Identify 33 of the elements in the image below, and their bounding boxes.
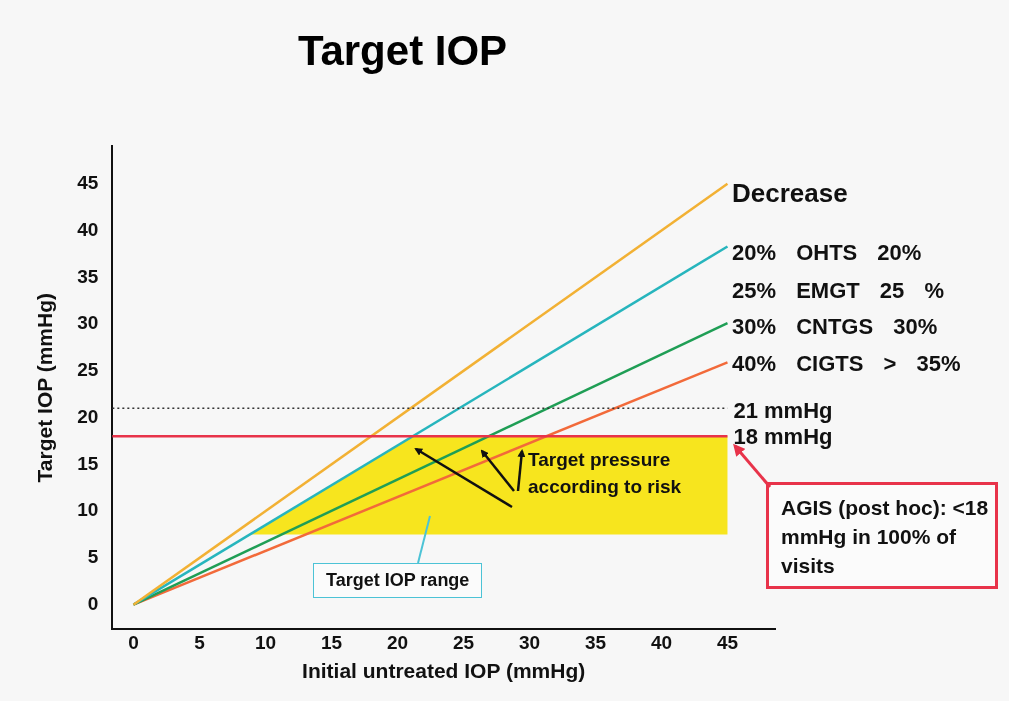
y-tick-label: 35 (77, 265, 99, 287)
y-tick-label: 30 (77, 312, 99, 334)
x-tick-label: 35 (584, 631, 607, 653)
y-axis-title: Target IOP (mmHg) (33, 292, 57, 483)
y-tick-label: 25 (77, 359, 99, 381)
y-tick-label: 40 (77, 218, 99, 240)
x-tick-label: 20 (386, 631, 409, 653)
x-tick-label: 30 (518, 631, 541, 653)
x-tick-label: 0 (128, 631, 139, 653)
y-tick-label: 45 (77, 172, 99, 194)
y-tick-label: 20 (77, 405, 99, 427)
annotation: 20% OHTS 20% (732, 240, 922, 266)
y-tick-label: 0 (87, 592, 99, 614)
annotation: Decrease (732, 178, 848, 209)
y-tick-label: 5 (87, 546, 99, 568)
x-tick-label: 45 (716, 631, 739, 653)
x-axis-title: Initial untreated IOP (mmHg) (302, 659, 586, 683)
x-tick-label: 15 (320, 631, 343, 653)
x-tick-label: 25 (452, 631, 475, 653)
y-tick-label: 10 (77, 499, 99, 521)
band-label: Target IOP range (313, 563, 483, 598)
ref-line-label: 21 mmHg (733, 398, 833, 424)
x-tick-label: 5 (194, 631, 206, 653)
y-tick-label: 15 (77, 452, 99, 474)
x-tick-label: 10 (254, 631, 277, 653)
annotation: 30% CNTGS 30% (732, 314, 938, 340)
x-tick-label: 40 (650, 631, 673, 653)
ref-line-label: 18 mmHg (733, 424, 833, 450)
chart-title: Target IOP (297, 26, 508, 74)
annotation: 25% EMGT 25 % (732, 278, 944, 304)
annotation: 40% CIGTS > 35% (732, 351, 961, 377)
annotation: Target pressure according to risk (528, 448, 683, 499)
text: AGIS (post hoc): <18 mmHg in 100% of visits (766, 482, 998, 589)
